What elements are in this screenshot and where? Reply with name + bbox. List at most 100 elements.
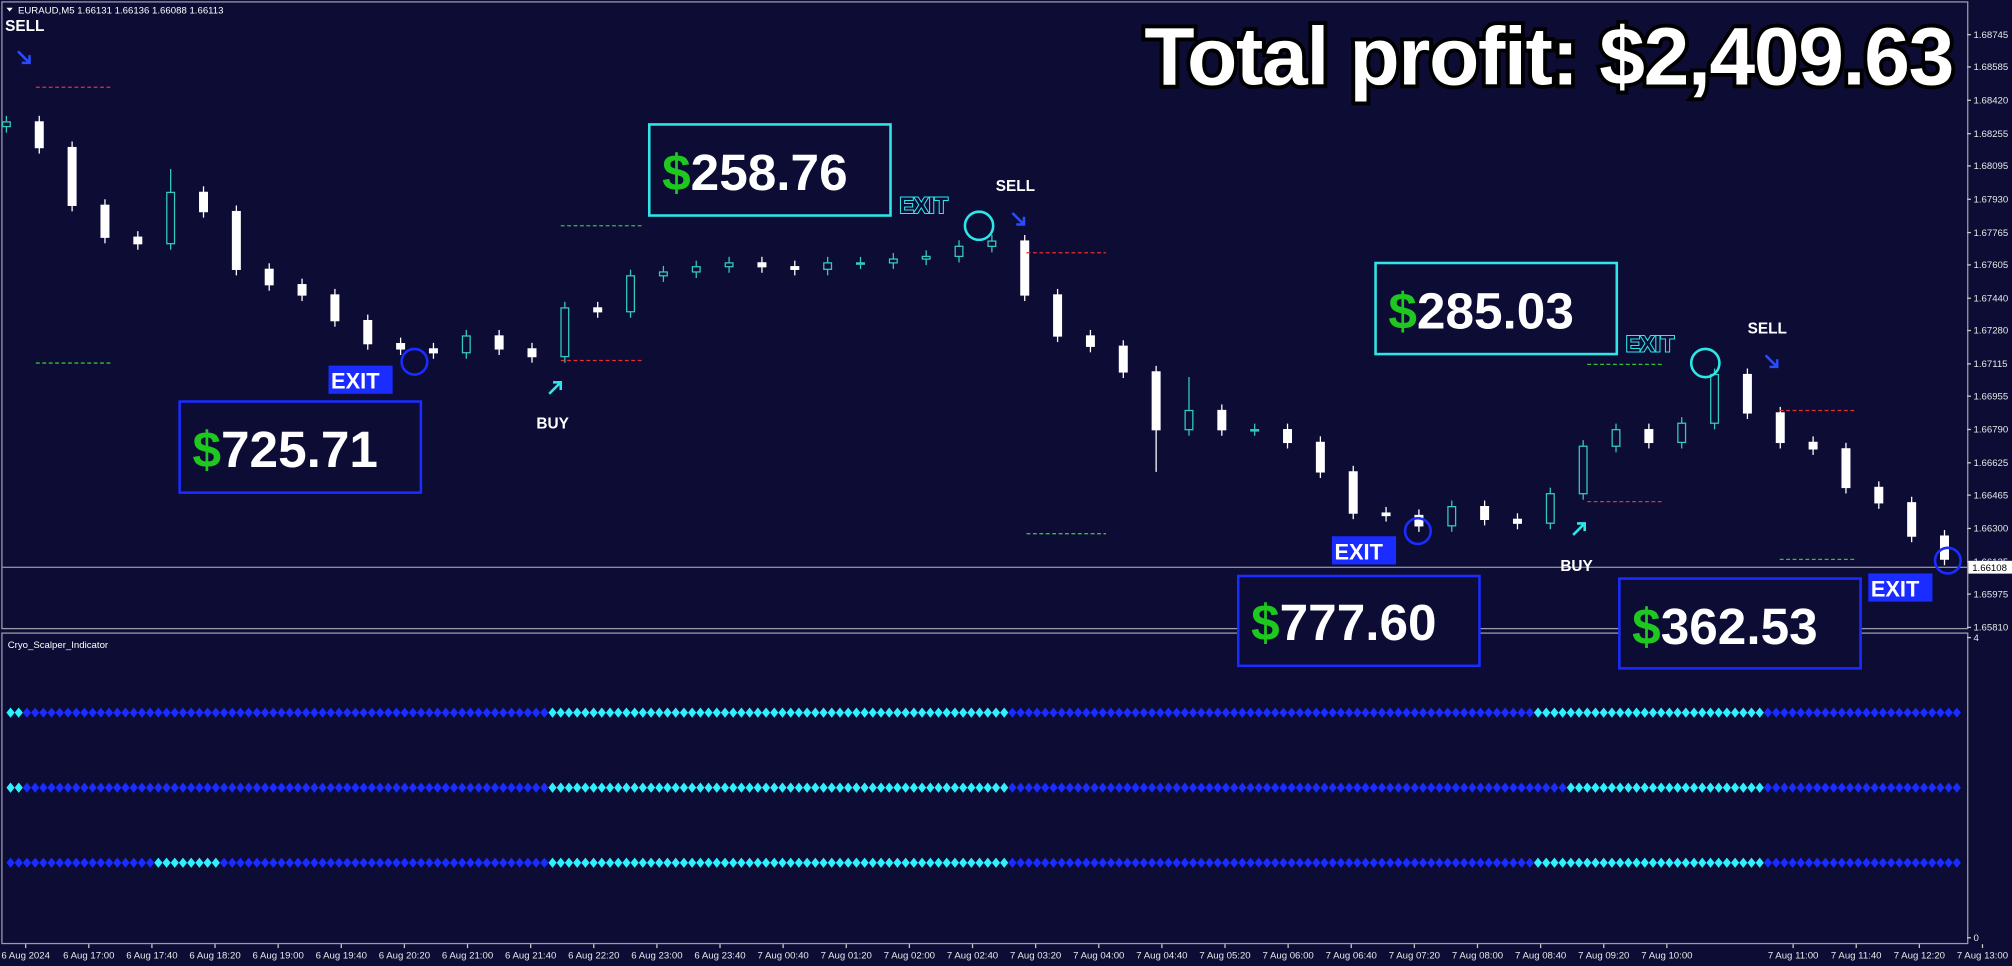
state-dot — [1246, 857, 1255, 868]
candle-body — [560, 307, 570, 358]
x-tick-label: 7 Aug 11:00 — [1768, 950, 1819, 961]
state-dot — [671, 857, 680, 868]
candle-body — [1020, 240, 1030, 296]
x-tick-label: 7 Aug 06:40 — [1326, 950, 1377, 961]
state-dot — [885, 857, 894, 868]
state-dot — [712, 707, 721, 718]
state-dot — [1854, 857, 1863, 868]
state-dot — [1804, 782, 1814, 793]
state-dot — [433, 782, 442, 793]
state-dot — [1813, 707, 1822, 718]
state-dot — [1303, 707, 1313, 718]
state-dot — [1517, 857, 1526, 868]
state-dot — [1928, 782, 1937, 793]
state-dot — [1303, 782, 1313, 793]
state-dot — [1911, 857, 1920, 868]
sell-arrow — [1764, 354, 1779, 369]
state-dot — [852, 782, 861, 793]
state-dot — [1024, 857, 1033, 868]
state-dot — [482, 782, 491, 793]
state-dot — [1476, 782, 1485, 793]
state-dot — [1566, 857, 1575, 868]
state-dot — [1156, 857, 1165, 868]
state-dot — [47, 857, 56, 868]
state-dot — [482, 707, 491, 718]
state-dot — [581, 782, 590, 793]
state-dot — [1065, 857, 1075, 868]
menu-arrow[interactable] — [6, 7, 13, 12]
state-dot — [1082, 782, 1091, 793]
state-dot — [720, 782, 730, 793]
x-tick-label: 7 Aug 13:00 — [1957, 950, 2008, 961]
state-dot — [507, 707, 516, 718]
candle-body — [461, 335, 471, 354]
state-dot — [72, 782, 81, 793]
candle-body — [724, 262, 734, 268]
candle-body — [987, 240, 997, 247]
state-dot — [753, 707, 762, 718]
state-dot — [137, 857, 147, 868]
state-dot — [1566, 782, 1575, 793]
state-dot — [1164, 707, 1173, 718]
state-dot — [1295, 707, 1304, 718]
x-tick-label: 6 Aug 2024 — [1, 950, 50, 961]
state-dot — [326, 782, 335, 793]
currency: $ — [662, 144, 691, 201]
state-dot — [1065, 782, 1075, 793]
state-dot — [129, 782, 138, 793]
state-dot — [1213, 707, 1222, 718]
state-dot — [1131, 857, 1140, 868]
state-dot — [950, 782, 960, 793]
state-dot — [285, 857, 294, 868]
state-dot — [1501, 857, 1510, 868]
state-dot — [1353, 782, 1362, 793]
state-dot — [1854, 782, 1863, 793]
state-dot — [1459, 707, 1469, 718]
state-dot — [1574, 707, 1584, 718]
state-dot — [885, 782, 894, 793]
state-dot — [1312, 857, 1321, 868]
x-tick-label: 7 Aug 11:40 — [1831, 950, 1882, 961]
state-dot — [1878, 782, 1888, 793]
state-dot — [860, 857, 869, 868]
state-dot — [1821, 782, 1830, 793]
y-tick-label: 4 — [1974, 633, 1980, 644]
signal-label: SELL — [1748, 321, 1787, 338]
state-dot — [1468, 857, 1477, 868]
state-dot — [1106, 857, 1116, 868]
candle-body — [1348, 471, 1358, 514]
state-dot — [359, 782, 368, 793]
profit-label: $777.60 — [1251, 594, 1437, 651]
indicator-panel-frame — [1, 632, 1969, 945]
state-dot — [1821, 857, 1830, 868]
state-dot — [1681, 707, 1690, 718]
state-dot — [1098, 707, 1107, 718]
candle-body — [1447, 505, 1457, 527]
state-dot — [499, 857, 508, 868]
amount: 258.76 — [691, 144, 848, 201]
state-dot — [318, 782, 327, 793]
candle-body — [396, 343, 406, 350]
state-dot — [72, 857, 81, 868]
state-dot — [1829, 707, 1838, 718]
state-dot — [860, 782, 869, 793]
state-dot — [1599, 857, 1608, 868]
state-dot — [1517, 707, 1526, 718]
profit-label: $258.76 — [662, 144, 848, 201]
state-dot — [408, 857, 418, 868]
state-dot — [1459, 782, 1469, 793]
state-dot — [1739, 707, 1748, 718]
candle-body — [626, 275, 636, 313]
state-dot — [22, 707, 32, 718]
state-dot — [1616, 857, 1625, 868]
exit-label: EXIT — [1626, 332, 1675, 357]
state-dot — [753, 782, 762, 793]
state-dot — [1837, 782, 1846, 793]
state-dot — [375, 707, 385, 718]
state-dot — [1944, 707, 1953, 718]
state-dot — [1919, 707, 1929, 718]
state-dot — [1435, 782, 1444, 793]
state-dot — [1468, 782, 1477, 793]
amount: 777.60 — [1280, 594, 1437, 651]
state-dot — [1295, 857, 1304, 868]
